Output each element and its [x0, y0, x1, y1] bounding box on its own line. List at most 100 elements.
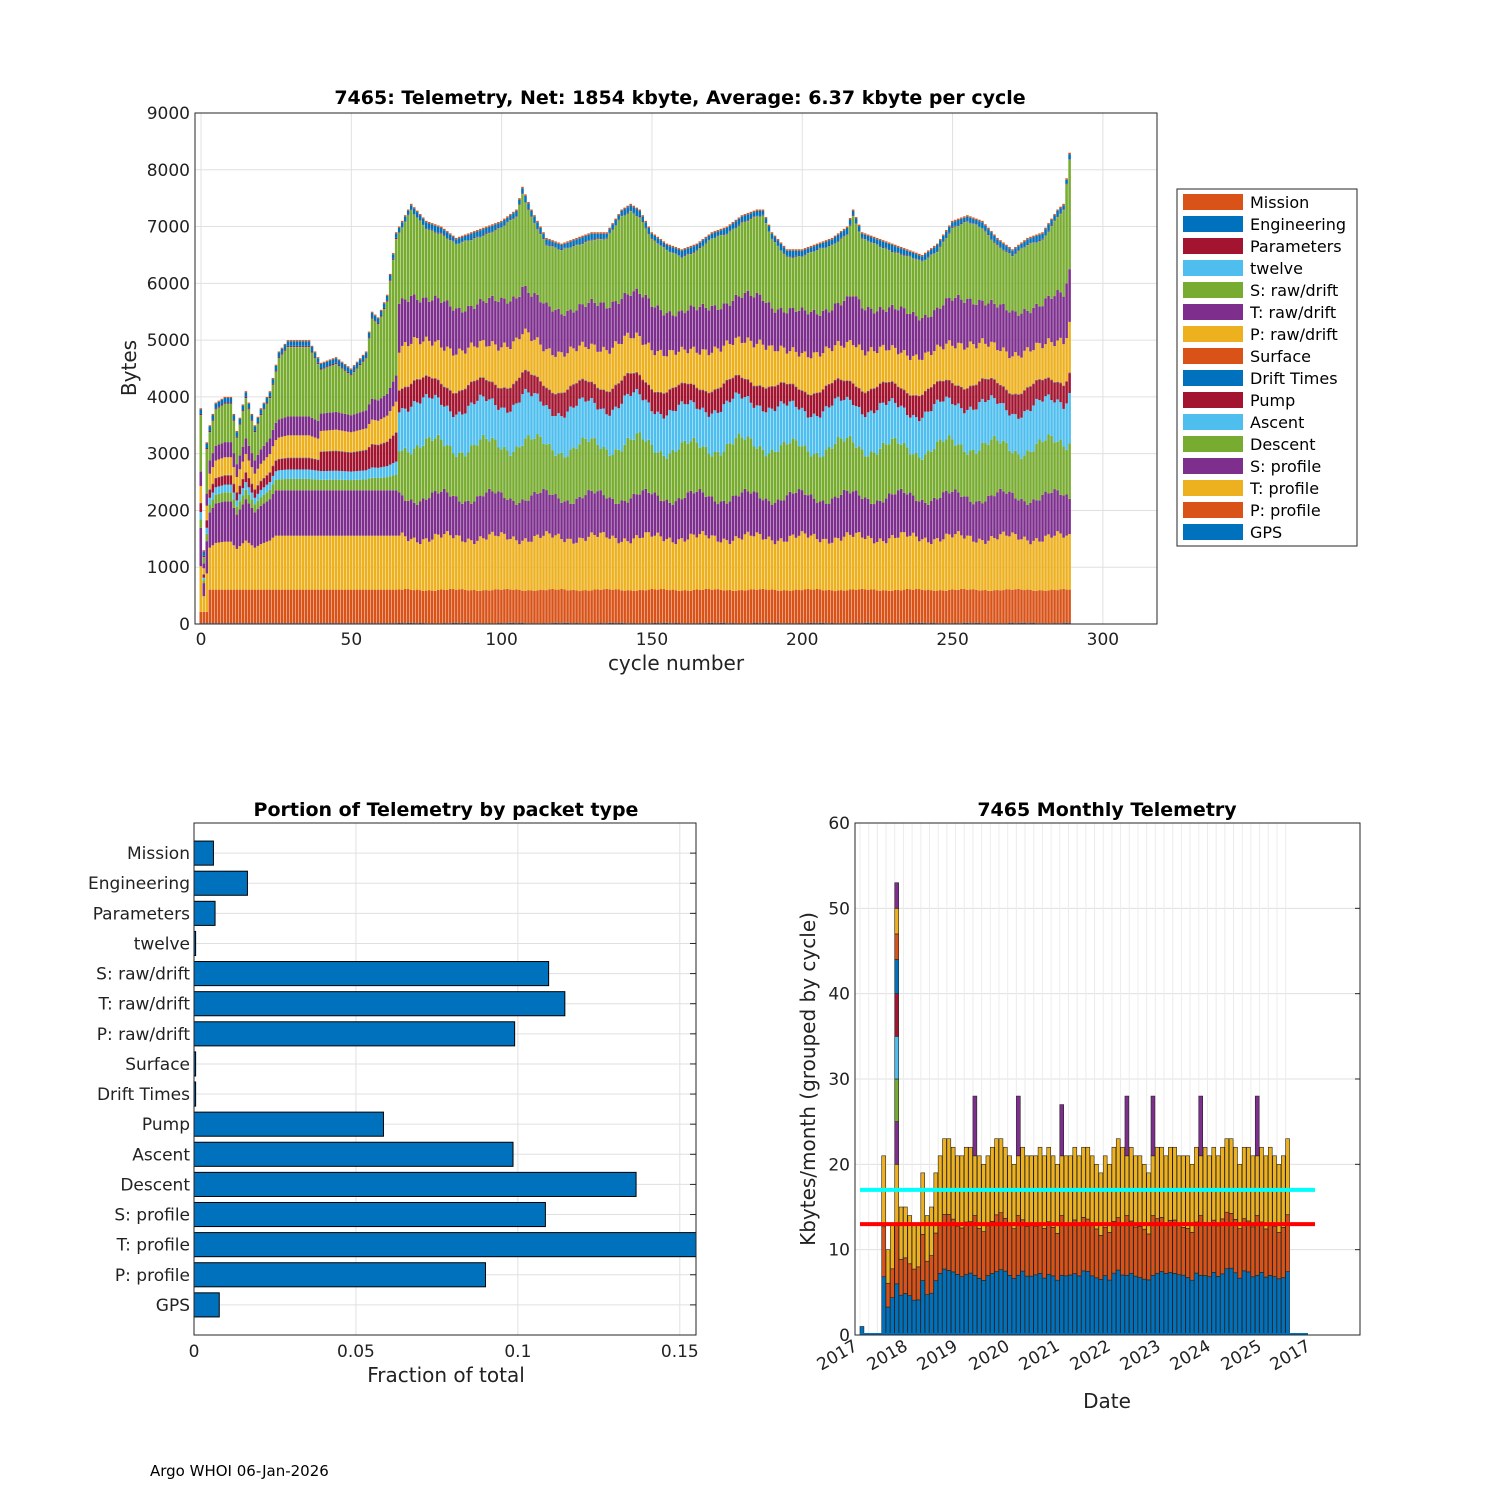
telemetry-bar-segment — [271, 493, 275, 538]
telemetry-bar-segment — [800, 249, 804, 251]
telemetry-bar-segment — [424, 228, 428, 230]
telemetry-bar-segment — [388, 279, 392, 281]
telemetry-bar-segment — [797, 446, 801, 490]
telemetry-bar-segment — [551, 537, 554, 589]
telemetry-bar-segment — [659, 500, 663, 537]
telemetry-bar-segment — [482, 538, 485, 591]
telemetry-bar-segment — [674, 590, 678, 624]
telemetry-bar-segment — [485, 590, 488, 624]
telemetry-bar-segment — [653, 622, 657, 624]
telemetry-bar-segment — [449, 535, 452, 589]
legend-label: GPS — [1250, 523, 1282, 542]
telemetry-bar-segment — [382, 477, 386, 491]
telemetry-bar-segment — [987, 235, 990, 304]
telemetry-bar-segment — [794, 589, 798, 624]
telemetry-bar-segment — [716, 589, 720, 624]
legend-label: S: profile — [1250, 457, 1321, 476]
telemetry-bar-segment — [352, 452, 356, 472]
telemetry-bar-segment — [746, 221, 750, 291]
telemetry-bar-segment — [1014, 394, 1017, 415]
telemetry-bar-segment — [833, 496, 837, 538]
telemetry-bar-segment — [406, 209, 410, 211]
telemetry-bar-segment — [764, 622, 768, 624]
telemetry-bar-segment — [325, 366, 329, 368]
telemetry-bar-segment — [869, 347, 873, 389]
telemetry-bar-segment — [758, 210, 762, 216]
telemetry-bar-segment — [960, 535, 963, 589]
telemetry-bar-segment — [322, 535, 326, 590]
telemetry-bar-segment — [605, 391, 608, 415]
telemetry-bar-segment — [972, 409, 975, 451]
telemetry-bar-segment — [911, 414, 915, 455]
telemetry-bar-segment — [990, 395, 993, 440]
telemetry-bar-segment — [452, 589, 455, 623]
telemetry-bar-segment — [322, 368, 326, 414]
monthly-bar-segment — [968, 1146, 973, 1222]
telemetry-bar-segment — [869, 589, 873, 624]
telemetry-bar-segment — [933, 310, 936, 352]
telemetry-bar-segment — [872, 589, 876, 624]
telemetry-bar-segment — [452, 538, 455, 590]
telemetry-bar-segment — [698, 242, 702, 248]
telemetry-bar-segment — [806, 394, 810, 418]
telemetry-bar-segment — [509, 538, 512, 590]
telemetry-bar-segment — [1056, 340, 1059, 382]
telemetry-bar-segment — [1029, 386, 1032, 412]
telemetry-bar-segment — [238, 501, 242, 510]
telemetry-bar-segment — [424, 297, 428, 337]
telemetry-bar-segment — [467, 233, 470, 235]
telemetry-bar-segment — [551, 311, 554, 356]
telemetry-bar-segment — [250, 467, 254, 484]
telemetry-bar-segment — [524, 328, 527, 370]
telemetry-bar-segment — [617, 543, 620, 590]
telemetry-bar-segment — [797, 356, 801, 390]
telemetry-bar-segment — [551, 246, 554, 312]
telemetry-bar-segment — [319, 363, 323, 369]
telemetry-bar-segment — [635, 372, 638, 389]
telemetry-bar-segment — [449, 306, 452, 349]
telemetry-bar-segment — [1050, 342, 1053, 380]
telemetry-bar-segment — [587, 441, 590, 491]
telemetry-bar-segment — [373, 420, 377, 445]
telemetry-bar-segment — [671, 449, 675, 505]
telemetry-bar-segment — [939, 497, 942, 542]
telemetry-bar-segment — [969, 450, 972, 502]
telemetry-bar-segment — [1059, 589, 1062, 624]
telemetry-bar-segment — [716, 412, 720, 452]
telemetry-bar-segment — [800, 490, 804, 532]
telemetry-bar-segment — [731, 228, 735, 230]
telemetry-bar-segment — [211, 545, 215, 590]
telemetry-bar-segment — [746, 531, 750, 591]
telemetry-bar-segment — [662, 622, 666, 624]
telemetry-bar-segment — [764, 217, 768, 219]
telemetry-bar-segment — [437, 233, 440, 299]
telemetry-bar-segment — [497, 350, 500, 388]
telemetry-bar-segment — [397, 451, 401, 493]
telemetry-bar-segment — [430, 345, 434, 378]
telemetry-bar-segment — [896, 252, 900, 253]
telemetry-bar-segment — [503, 220, 506, 226]
telemetry-bar-segment — [704, 412, 708, 447]
telemetry-bar-segment — [533, 492, 536, 536]
telemetry-bar-segment — [830, 383, 834, 406]
telemetry-bar-segment — [455, 244, 458, 309]
telemetry-bar-segment — [1056, 209, 1059, 211]
telemetry-bar-segment — [1032, 307, 1035, 351]
telemetry-bar-segment — [1044, 227, 1047, 230]
telemetry-bar-segment — [446, 492, 449, 532]
telemetry-bar-segment — [322, 479, 326, 491]
telemetry-bar-segment — [957, 589, 960, 624]
telemetry-bar-segment — [446, 237, 449, 239]
monthly-bar-segment — [894, 993, 899, 1037]
telemetry-bar-segment — [590, 298, 593, 344]
telemetry-bar-segment — [981, 222, 984, 229]
telemetry-bar-segment — [905, 250, 909, 255]
telemetry-bar-segment — [313, 352, 317, 358]
telemetry-bar-segment — [800, 407, 804, 447]
telemetry-bar-segment — [647, 234, 650, 299]
telemetry-bar-segment — [1065, 184, 1068, 284]
telemetry-bar-segment — [563, 457, 566, 502]
telemetry-bar-segment — [307, 340, 311, 342]
telemetry-bar-segment — [930, 544, 933, 591]
telemetry-bar-segment — [286, 469, 290, 479]
